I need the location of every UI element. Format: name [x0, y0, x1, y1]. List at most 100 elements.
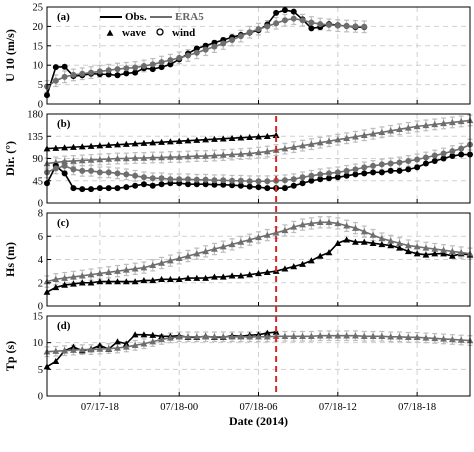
data-point [378, 161, 385, 168]
data-point [440, 119, 447, 127]
data-point [61, 63, 68, 70]
data-point [193, 45, 200, 52]
data-point [193, 136, 201, 143]
data-point [211, 43, 218, 50]
data-point [307, 332, 315, 339]
data-point [281, 177, 288, 184]
data-point [140, 340, 148, 347]
data-point [193, 274, 201, 281]
data-point [440, 246, 447, 253]
y-tick-label: 0 [38, 302, 43, 313]
data-point [167, 61, 174, 68]
data-point [123, 65, 130, 72]
data-point [166, 275, 174, 282]
data-point [281, 332, 289, 339]
chart-panel-2: 0 2 4 6 8 (c) Hs (m) [3, 209, 474, 313]
data-point [96, 341, 104, 349]
data-point [70, 343, 77, 350]
data-point [422, 334, 430, 341]
data-point [202, 136, 210, 143]
data-point [185, 181, 191, 188]
data-point [202, 181, 209, 188]
data-point [414, 164, 421, 171]
data-point [96, 278, 104, 285]
data-point [422, 121, 430, 129]
data-point [122, 155, 130, 162]
data-point [369, 332, 377, 339]
data-point [396, 167, 403, 174]
data-point [316, 218, 324, 226]
data-point [396, 333, 403, 340]
data-point [308, 25, 315, 32]
y-tick-label: 4 [38, 255, 44, 266]
data-point [61, 73, 68, 80]
data-point [369, 130, 377, 137]
legend-wave-marker [106, 29, 114, 36]
data-point [404, 124, 412, 131]
data-point [387, 160, 394, 167]
x-tick-label: 07/18-12 [319, 402, 357, 413]
data-point [140, 139, 148, 146]
data-point [246, 133, 254, 140]
data-point [317, 21, 324, 28]
data-point [370, 162, 377, 169]
legend: Obs. ERA5 wave wind [100, 11, 204, 39]
data-point [343, 236, 351, 243]
data-point [158, 154, 165, 161]
data-point [96, 156, 104, 163]
data-point [61, 347, 69, 354]
data-point [220, 40, 227, 47]
data-point [131, 265, 139, 272]
data-point [88, 186, 95, 193]
data-point [255, 133, 262, 140]
data-point [458, 145, 465, 152]
data-point [307, 257, 315, 264]
data-point [299, 221, 306, 228]
data-point [396, 125, 403, 133]
data-point [273, 20, 280, 27]
data-point [290, 8, 297, 15]
data-point [211, 177, 218, 184]
data-point [114, 278, 121, 285]
data-point [184, 274, 192, 281]
chart-panel-0: 0 5 10 15 20 25 (a) U 10 (m/s) [3, 3, 471, 111]
data-point [440, 150, 447, 157]
data-point [404, 247, 412, 255]
data-point [246, 29, 253, 36]
data-point [158, 138, 165, 145]
data-point [158, 59, 165, 66]
data-point [52, 357, 60, 365]
data-point [132, 172, 139, 179]
data-point [440, 155, 447, 162]
data-point [70, 346, 77, 353]
data-point [317, 171, 324, 178]
x-tick-label: 07/18-18 [398, 402, 436, 413]
data-point [237, 177, 244, 184]
data-point [149, 182, 156, 189]
data-point [149, 338, 157, 345]
data-point [299, 260, 306, 267]
data-point [219, 333, 227, 340]
data-point [334, 174, 341, 181]
y-tick-label: 25 [33, 3, 44, 14]
data-point [211, 333, 218, 340]
y-axis-title: Hs (m) [3, 242, 17, 277]
data-point [122, 140, 130, 147]
data-point [211, 135, 218, 142]
data-point [343, 167, 350, 174]
data-point [184, 252, 192, 259]
data-point [255, 333, 262, 340]
data-point [263, 333, 271, 340]
data-point [96, 169, 103, 176]
data-point [343, 23, 350, 30]
data-point [96, 185, 103, 192]
data-point [299, 180, 306, 187]
data-point [122, 266, 130, 273]
data-point [202, 176, 209, 183]
data-point [272, 229, 280, 236]
data-point [211, 181, 218, 188]
data-point [343, 134, 351, 141]
data-point [325, 218, 333, 226]
y-tick-label: 15 [33, 312, 44, 323]
data-point [202, 247, 210, 255]
